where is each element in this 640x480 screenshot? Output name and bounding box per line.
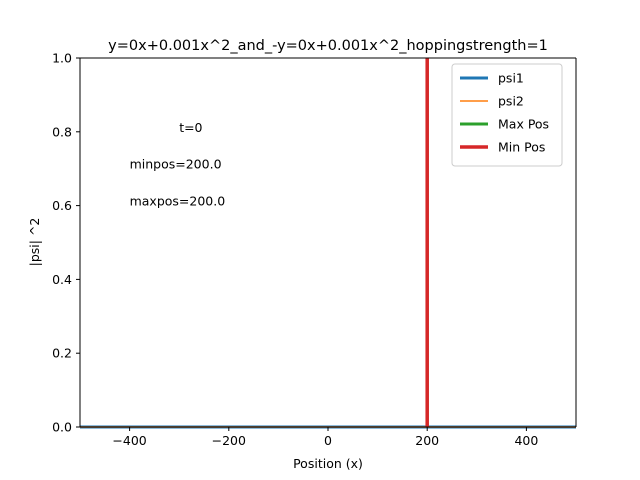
y-tick-label: 0.6 <box>52 198 72 213</box>
y-axis-label: |psi| ^2 <box>27 218 42 267</box>
legend-label-psi1: psi1 <box>498 71 524 86</box>
y-tick-label: 0.2 <box>52 346 72 361</box>
legend-box <box>451 63 563 167</box>
x-tick-label: 200 <box>415 433 439 448</box>
x-axis-ticks: −400 −200 0 200 400 <box>112 427 538 448</box>
x-axis-label: Position (x) <box>293 456 363 471</box>
chart-title: y=0x+0.001x^2_and_-y=0x+0.001x^2_hopping… <box>108 38 548 54</box>
annotation-text: minpos=200.0 <box>130 157 222 172</box>
annotation-text: t=0 <box>179 120 202 135</box>
legend-label-psi2: psi2 <box>498 94 524 109</box>
x-tick-label: 400 <box>514 433 538 448</box>
y-axis-ticks: 0.0 0.2 0.4 0.6 0.8 1.0 <box>52 51 80 435</box>
legend-label-max-pos: Max Pos <box>498 117 549 132</box>
x-tick-label: −400 <box>112 433 146 448</box>
legend: psi1 psi2 Max Pos Min Pos <box>451 63 563 167</box>
y-tick-label: 1.0 <box>52 51 72 66</box>
y-tick-label: 0.8 <box>52 124 72 139</box>
annotation-text: maxpos=200.0 <box>130 194 226 209</box>
y-tick-label: 0.4 <box>52 272 72 287</box>
y-tick-label: 0.0 <box>52 420 72 435</box>
x-tick-label: 0 <box>324 433 332 448</box>
plot-frame <box>79 57 577 428</box>
annotation-layer: t=0 minpos=200.0 maxpos=200.0 <box>130 120 226 209</box>
x-tick-label: −200 <box>212 433 246 448</box>
legend-label-min-pos: Min Pos <box>498 140 545 155</box>
